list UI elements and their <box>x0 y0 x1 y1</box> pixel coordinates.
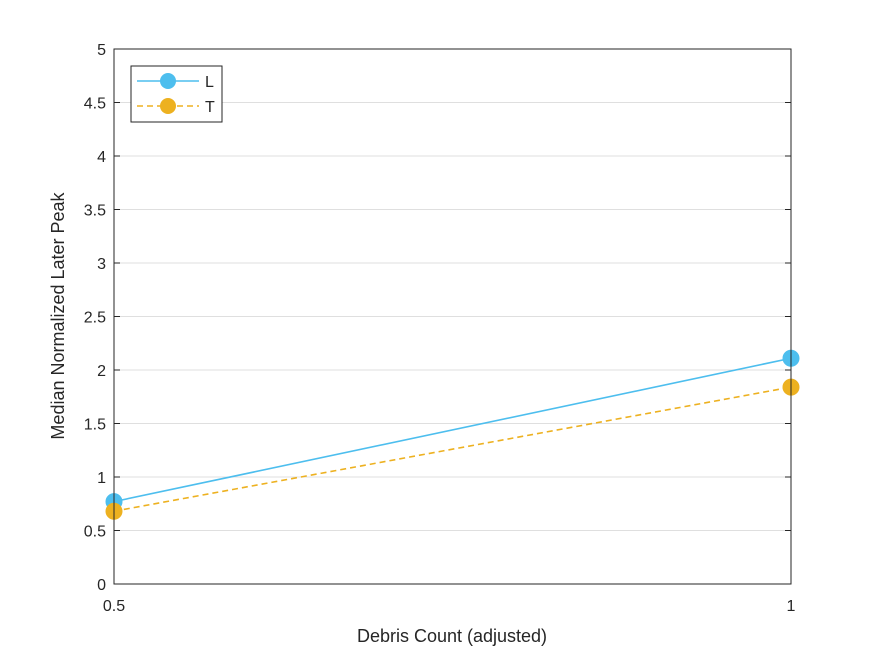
y-axis-label: Median Normalized Later Peak <box>48 191 68 439</box>
y-tick-label: 0 <box>97 577 106 594</box>
legend-marker-L <box>160 73 176 89</box>
legend-label-T: T <box>205 99 215 116</box>
axis-ticks <box>113 48 792 585</box>
x-tick-label: 0.5 <box>103 598 125 615</box>
x-axis-label: Debris Count (adjusted) <box>357 626 547 646</box>
grid-lines <box>114 102 791 531</box>
series-line-T <box>113 386 792 513</box>
y-tick-label: 3.5 <box>84 203 106 220</box>
legend: LT <box>130 65 223 123</box>
legend-label-L: L <box>205 74 214 91</box>
y-tick-label: 2 <box>97 363 106 380</box>
y-tick-label: 3 <box>97 256 106 273</box>
y-tick-label: 2.5 <box>84 310 106 327</box>
y-tick-label: 1.5 <box>84 417 106 434</box>
legend-marker-T <box>160 98 176 114</box>
y-tick-label: 5 <box>97 42 106 59</box>
legend-box <box>130 65 223 123</box>
x-tick-label: 1 <box>787 598 796 615</box>
y-tick-label: 4.5 <box>84 96 106 113</box>
tick-labels: 0 0.5 1 1.5 2 2.5 3 3.5 4 4.5 5 0.5 1 <box>84 42 796 615</box>
y-tick-label: 0.5 <box>84 524 106 541</box>
series-line-L <box>113 357 792 503</box>
y-tick-label: 1 <box>97 470 106 487</box>
y-tick-label: 4 <box>97 149 106 166</box>
